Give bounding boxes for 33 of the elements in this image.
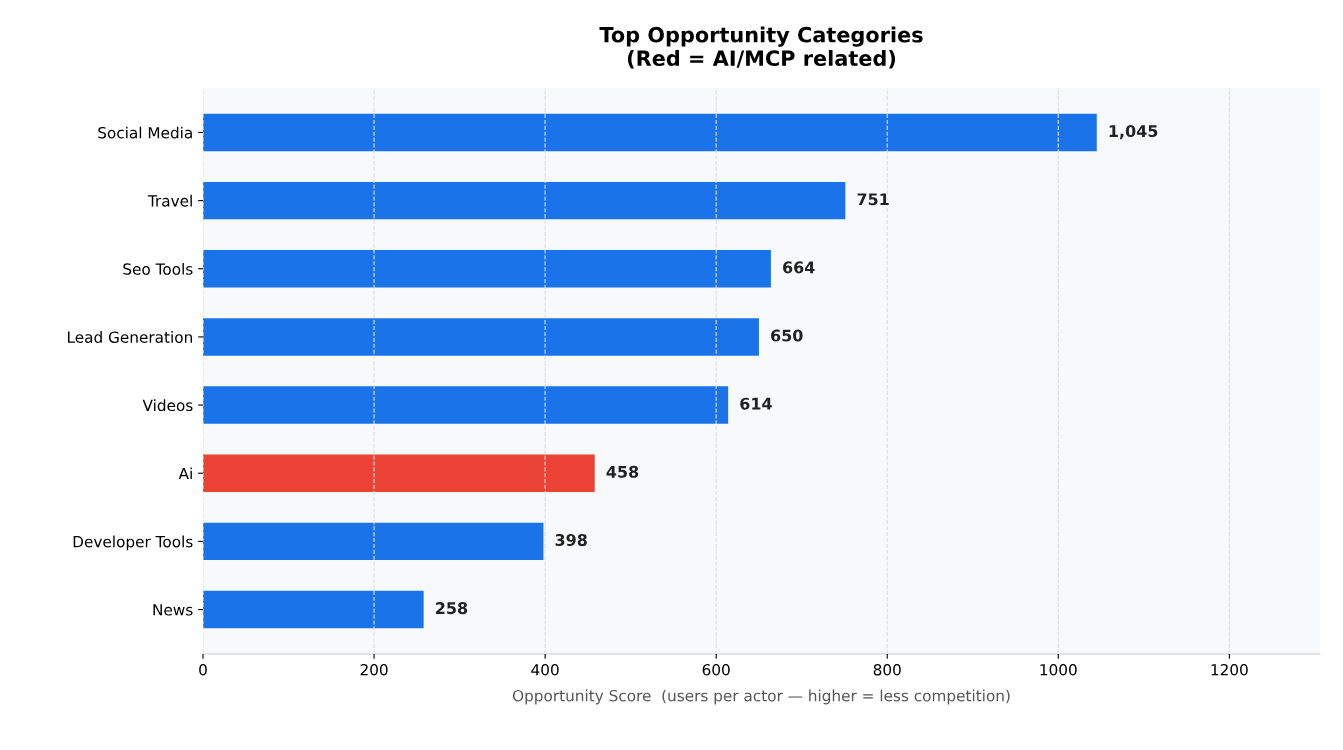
y-tick-label: Travel: [147, 194, 192, 207]
x-axis-title: Opportunity Score (users per actor — higher = less competition): [512, 689, 1010, 705]
bar: [203, 318, 759, 356]
bar: [203, 113, 1097, 152]
data-label: 1,045: [1109, 125, 1158, 140]
y-tick-label: Developer Tools: [73, 535, 193, 551]
bar: [203, 250, 771, 288]
x-tick-label: 800: [873, 663, 901, 676]
chart-title: Top Opportunity Categories (Red = AI/MCP related): [599, 26, 923, 69]
bar: [203, 522, 544, 561]
data-label: 751: [857, 193, 889, 206]
x-tick-label: 0: [199, 663, 207, 676]
y-tick-label: Ai: [178, 467, 192, 480]
bar: [203, 454, 595, 492]
data-label: 398: [555, 533, 587, 547]
data-label: 614: [740, 397, 772, 410]
x-tick-label: 200: [360, 663, 388, 676]
y-tick-label: News: [153, 604, 193, 616]
x-tick-label: 1200: [1211, 663, 1248, 676]
data-label: 458: [606, 465, 639, 478]
y-tick-label: Lead Generation: [67, 331, 192, 343]
y-tick-label: Social Media: [98, 126, 192, 139]
bar: [203, 386, 729, 424]
x-tick-label: 1000: [1040, 663, 1077, 676]
bar: [203, 181, 846, 220]
y-tick-label: Seo Tools: [123, 262, 193, 275]
y-tick-label: Videos: [142, 399, 193, 412]
x-tick-label: 600: [702, 663, 730, 676]
data-label: 664: [783, 261, 815, 274]
x-tick-label: 400: [531, 663, 559, 676]
data-label: 650: [771, 329, 803, 342]
bar: [203, 590, 424, 629]
data-label: 258: [436, 602, 468, 615]
